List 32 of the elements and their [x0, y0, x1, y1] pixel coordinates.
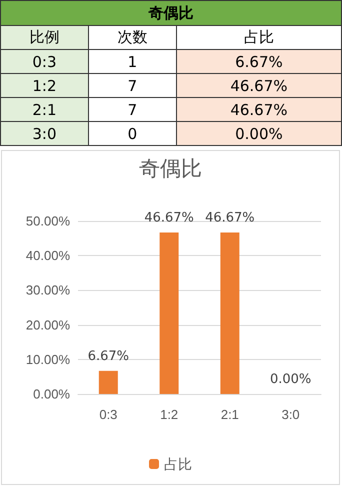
data-label: 6.67%	[88, 348, 130, 364]
text: 7	[88, 98, 176, 122]
y-tick-label: 10.00%	[26, 352, 70, 367]
text: 6.67%	[176, 50, 342, 74]
text: 7	[88, 74, 176, 98]
text: 0.00%	[176, 122, 342, 146]
y-tick-label: 20.00%	[26, 317, 70, 332]
data-label: 46.67%	[144, 210, 194, 226]
text: 1:2	[0, 74, 88, 98]
x-tick-label: 3:0	[282, 407, 300, 422]
text: 占比	[176, 26, 342, 50]
y-tick-label: 40.00%	[26, 248, 70, 264]
text: 比例	[0, 26, 88, 50]
y-tick-label: 0.00%	[33, 386, 70, 402]
text: 1	[88, 50, 176, 74]
text: 0	[88, 122, 176, 146]
text: 次数	[88, 26, 176, 50]
x-tick-label: 1:2	[160, 407, 178, 422]
x-tick-label: 0:3	[99, 407, 118, 422]
text: 奇偶比	[0, 0, 342, 26]
x-tick-label: 2:1	[220, 407, 239, 422]
y-tick-label: 50.00%	[26, 214, 70, 228]
data-label: 46.67%	[205, 210, 255, 226]
text: 0:3	[0, 50, 88, 74]
text: 46.67%	[176, 98, 342, 122]
chart-title: 奇偶比	[139, 156, 202, 180]
y-tick-label: 30.00%	[26, 282, 70, 298]
legend-label: 占比	[164, 456, 192, 472]
text: 2:1	[0, 98, 88, 122]
text: 3:0	[0, 122, 88, 146]
data-label: 0.00%	[270, 372, 312, 387]
text: 46.67%	[176, 74, 342, 98]
